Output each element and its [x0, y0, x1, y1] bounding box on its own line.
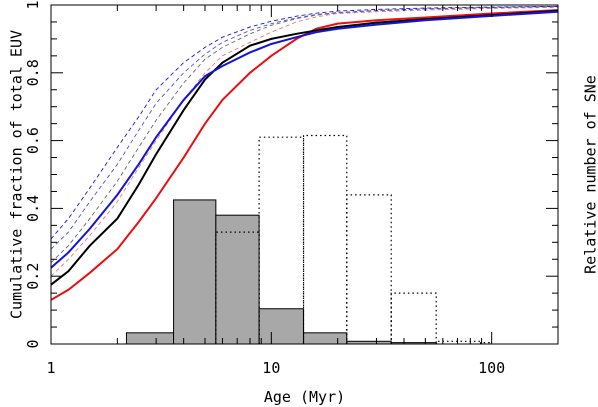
curve-layer: [50, 5, 559, 301]
series-2-line: [50, 10, 559, 269]
histogram-1-bar-3: [346, 194, 392, 344]
histogram-0-bar-4: [303, 332, 348, 345]
y-tick-label: 0.8: [24, 59, 42, 86]
y-tick-label: 0: [24, 339, 42, 348]
histogram-0-bar-1: [173, 199, 217, 345]
histogram-1-bar-2: [302, 134, 348, 344]
plot-frame: [50, 4, 559, 345]
histogram-0-bar-3: [258, 308, 305, 345]
histogram-layer: [125, 134, 493, 345]
histogram-1-bar-4: [390, 292, 437, 344]
series-6-line: [50, 5, 559, 240]
x-tick-label: 100: [478, 359, 505, 377]
x-tick-label: 10: [262, 359, 280, 377]
series-4-line: [50, 6, 559, 263]
x-tick-label: 1: [46, 359, 55, 377]
histogram-1-bar-5: [435, 340, 482, 344]
series-1-line: [50, 9, 559, 286]
series-0-line: [50, 9, 559, 301]
y-axis-label-right: Relative number of SNe: [582, 75, 598, 274]
series-3-line: [50, 6, 559, 277]
tick-layer: [50, 4, 559, 345]
y-tick-label: 1: [24, 0, 42, 9]
histogram-1-bar-6: [479, 342, 493, 344]
y-tick-label: 0.2: [24, 263, 42, 290]
y-tick-label: 0.4: [24, 195, 42, 222]
histogram-0-bar-2: [215, 214, 260, 345]
y-axis-label-left: Cumulative fraction of total EUV: [8, 30, 26, 319]
y-tick-label: 0.6: [24, 127, 42, 154]
histogram-0-bar-0: [125, 332, 175, 345]
x-axis-label: Age (Myr): [264, 388, 345, 406]
series-5-line: [50, 5, 559, 250]
tick-label-layer: 1 10 100 0 0.2 0.4 0.6 0.8 1: [24, 0, 505, 377]
